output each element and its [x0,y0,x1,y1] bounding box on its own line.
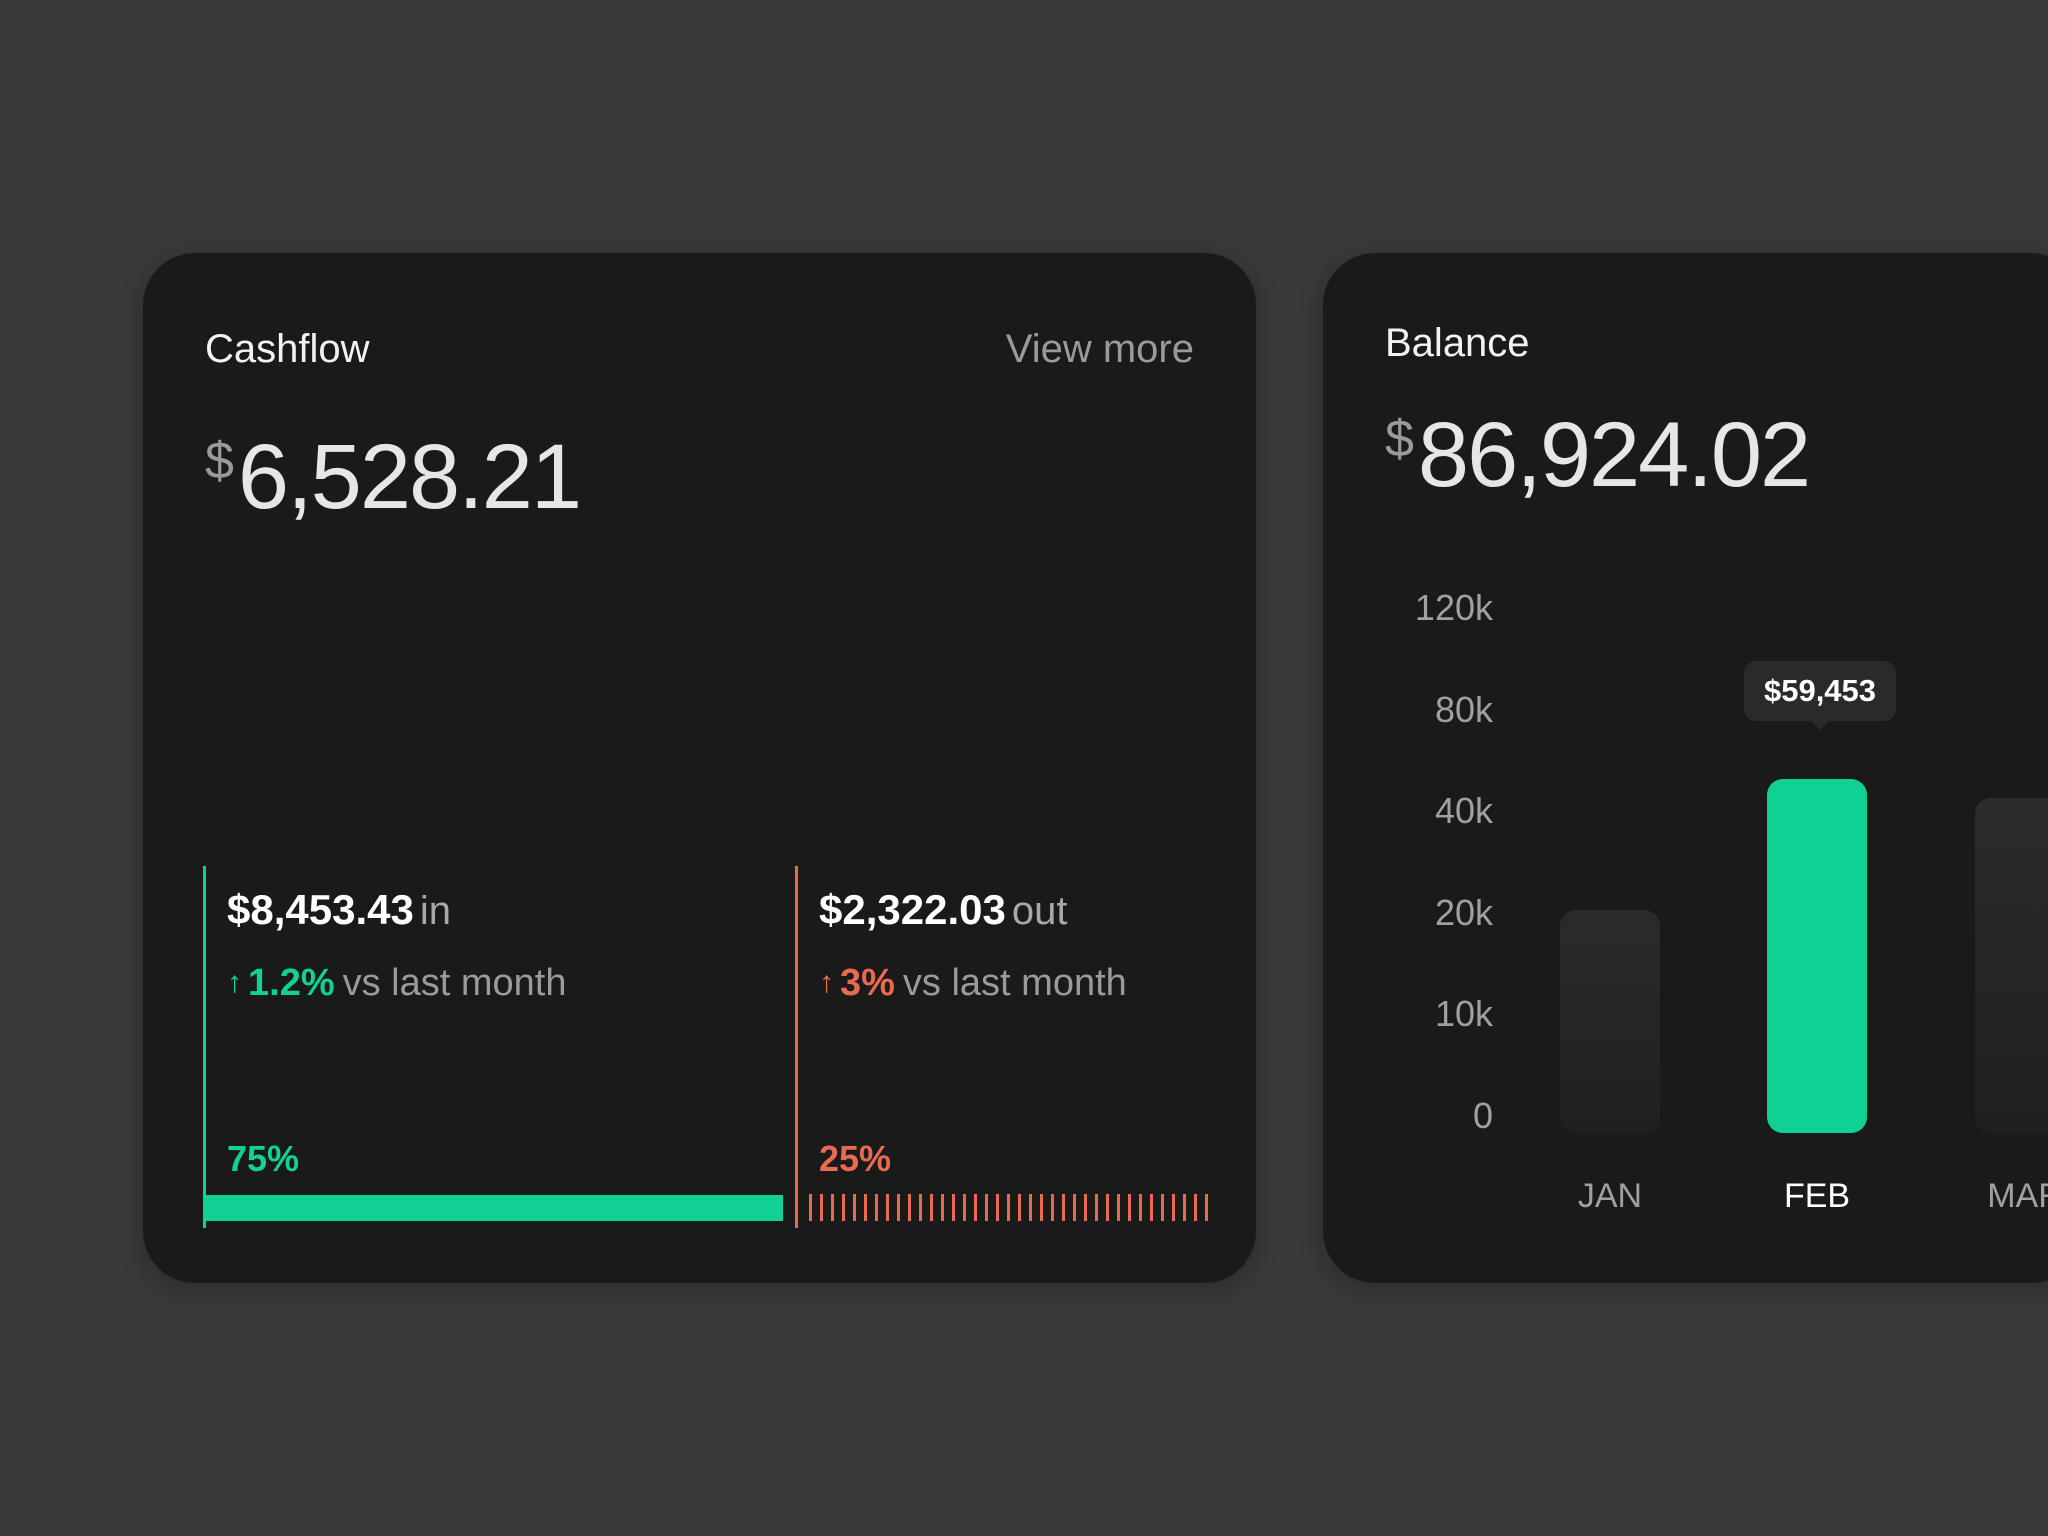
x-tick-label: FEB [1783,1177,1851,1215]
arrow-up-icon: ↑ [227,966,242,999]
view-more-link[interactable]: View more [1005,327,1194,371]
bar-jan[interactable] [1560,909,1660,1133]
balance-title: Balance [1385,321,1530,365]
currency-symbol: $ [1385,410,1414,468]
out-change-label: vs last month [902,962,1127,1004]
in-change-percent: 1.2% [248,962,335,1004]
in-divider [203,866,206,1228]
out-divider [795,866,798,1228]
out-progress-ticks [809,1194,1209,1221]
in-amount-unit: in [419,889,451,933]
arrow-up-icon: ↑ [819,966,834,999]
in-change-label: vs last month [342,962,567,1004]
out-share: 25% [819,1138,892,1179]
balance-amount: $86,924.02 [1385,403,1811,508]
in-progress-bar [205,1195,783,1221]
cashflow-title: Cashflow [205,327,370,371]
out-amount-unit: out [1011,889,1068,933]
in-amount-value: $8,453.43 [227,886,414,933]
cashflow-out-section: $2,322.03 out ↑ 3% vs last month 25% [795,866,1215,1228]
balance-amount-value: 86,924.02 [1417,404,1811,506]
cashflow-in-section: $8,453.43 in ↑ 1.2% vs last month 75% [203,866,723,1228]
out-change: ↑ 3% vs last month [819,962,1127,1005]
in-share: 75% [227,1138,300,1179]
currency-symbol: $ [205,432,234,490]
x-tick-label: JAN [1577,1177,1643,1215]
in-amount: $8,453.43 in [227,886,451,934]
cashflow-card: Cashflow View more $6,528.21 $8,453.43 in… [143,253,1256,1283]
cashflow-amount: $6,528.21 [205,425,582,530]
out-amount: $2,322.03 out [819,886,1067,934]
y-tick-label: 80k [1434,689,1493,730]
in-change: ↑ 1.2% vs last month [227,962,567,1005]
tooltip-pointer [1810,720,1830,730]
bar-feb[interactable] [1767,778,1867,1133]
y-tick-label: 40k [1434,790,1493,831]
x-tick-label: MAR [1987,1177,2048,1215]
balance-card: Balance $86,924.02 120k 80k 40k 20k 10k … [1323,253,2048,1283]
out-change-percent: 3% [840,962,895,1004]
y-tick-label: 20k [1434,892,1493,933]
y-tick-label: 120k [1414,587,1493,628]
bar-tooltip: $59,453 [1744,661,1896,721]
bar-mar[interactable] [1975,797,2048,1133]
y-tick-label: 0 [1472,1095,1493,1136]
out-amount-value: $2,322.03 [819,886,1006,933]
y-tick-label: 10k [1434,993,1493,1034]
cashflow-amount-value: 6,528.21 [237,426,582,528]
